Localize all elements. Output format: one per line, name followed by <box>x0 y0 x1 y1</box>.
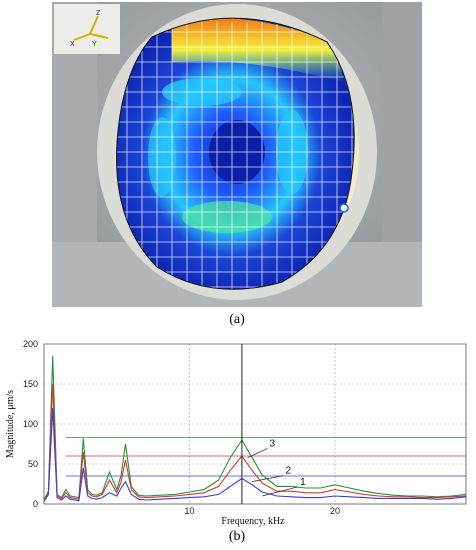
x-axis-label: Frequency, kHz <box>221 516 285 527</box>
series-line-3 <box>43 355 467 501</box>
y-tick-label: 50 <box>28 459 38 469</box>
y-tick-labels: 0 50 100 150 200 <box>23 339 38 509</box>
reference-levels <box>65 437 466 477</box>
x-tick-labels: 10 20 <box>185 506 341 516</box>
series-label-2: 2 <box>286 466 292 477</box>
x-tick-label: 10 <box>185 506 195 516</box>
frequency-response-chart: 12 3 0 50 100 150 200 10 20 Frequency, kHz Mag… <box>5 339 467 527</box>
series-layer <box>43 355 467 502</box>
y-tick-label: 0 <box>33 499 38 509</box>
plot-area <box>43 343 467 505</box>
panel-b-caption: (b) <box>228 529 246 544</box>
panel-a-caption: (a) <box>229 312 245 327</box>
y-axis-label: Magnitude, μm/s <box>5 390 16 458</box>
series-leader-3 <box>247 448 268 458</box>
y-tick-label: 100 <box>23 419 38 429</box>
lobe-bottom <box>182 201 272 233</box>
axes-triad-icon: Z X Y <box>54 4 120 54</box>
series-line-2 <box>43 383 467 502</box>
series-line-1 <box>43 407 467 502</box>
y-tick-label: 200 <box>23 339 38 349</box>
series-annotations: 12 3 <box>247 438 306 497</box>
axis-letter-y: Y <box>92 41 97 48</box>
x-tick-label: 20 <box>330 506 340 516</box>
series-label-3: 3 <box>270 438 276 449</box>
axis-letter-z: Z <box>96 10 101 17</box>
series-leader-2 <box>252 475 284 482</box>
sensor-marker <box>339 203 349 213</box>
y-tick-label: 150 <box>23 379 38 389</box>
mesh-outline <box>116 17 355 290</box>
vibration-scan-photo: Z X Y <box>52 2 422 307</box>
series-leader-1 <box>262 486 299 497</box>
series-label-1: 1 <box>300 477 306 488</box>
grid-lines <box>44 343 466 504</box>
axis-letter-x: X <box>70 41 75 48</box>
hotspot-region <box>172 18 342 82</box>
scan-grid <box>116 22 355 290</box>
